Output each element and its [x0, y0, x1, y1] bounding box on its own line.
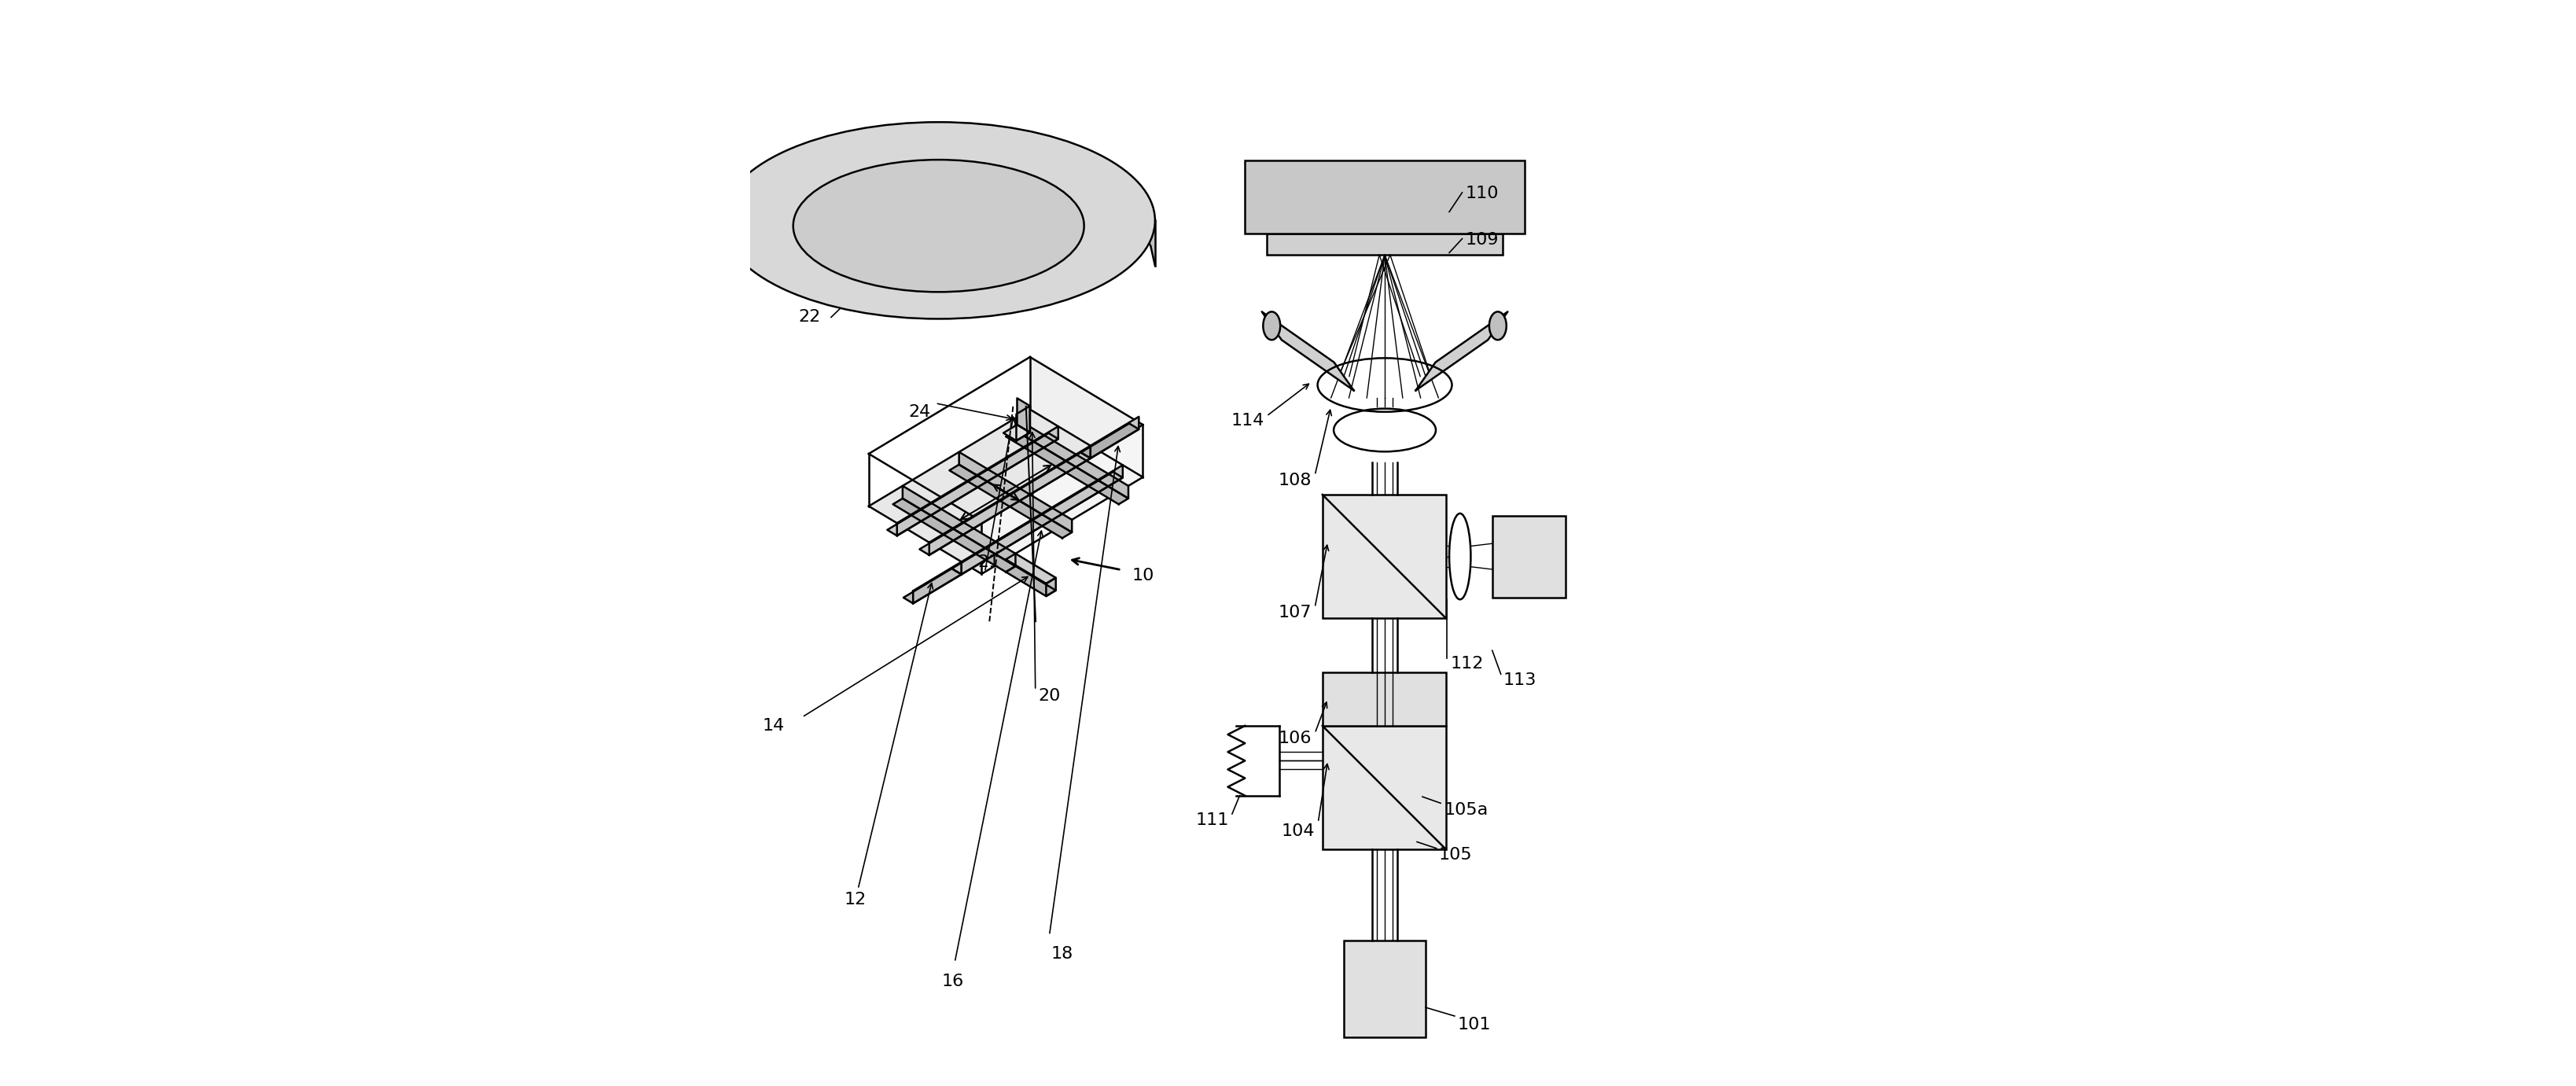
Text: 110: 110: [1466, 186, 1499, 202]
Polygon shape: [868, 409, 1144, 573]
Text: 111: 111: [1195, 812, 1229, 829]
Text: 14: 14: [762, 718, 786, 734]
Polygon shape: [951, 465, 1072, 538]
Text: 22: 22: [799, 310, 819, 325]
Polygon shape: [958, 452, 1072, 532]
Text: 104: 104: [1280, 823, 1314, 839]
Text: 108: 108: [1278, 472, 1311, 489]
Polygon shape: [886, 433, 1059, 535]
Polygon shape: [1082, 424, 1139, 458]
Polygon shape: [1030, 357, 1144, 477]
Polygon shape: [896, 427, 1059, 535]
Text: 18: 18: [1051, 946, 1074, 961]
Polygon shape: [981, 425, 1144, 573]
Text: 21: 21: [979, 555, 999, 570]
Text: 24: 24: [909, 404, 930, 419]
Text: 101: 101: [1458, 1016, 1492, 1033]
Polygon shape: [1046, 578, 1056, 596]
Polygon shape: [912, 561, 961, 604]
Polygon shape: [1005, 431, 1128, 504]
Polygon shape: [920, 453, 1090, 555]
Text: 112: 112: [1450, 656, 1484, 671]
Bar: [1492, 516, 1566, 597]
Bar: [1321, 494, 1445, 618]
Polygon shape: [902, 485, 1015, 566]
Text: 12: 12: [845, 892, 866, 908]
Polygon shape: [1005, 554, 1056, 583]
Text: 109: 109: [1466, 232, 1499, 248]
Text: 16: 16: [940, 974, 963, 989]
Polygon shape: [1005, 566, 1056, 596]
Polygon shape: [1262, 312, 1355, 391]
Polygon shape: [951, 471, 1123, 574]
Bar: [1321, 725, 1445, 849]
Polygon shape: [1417, 312, 1507, 391]
Text: 105: 105: [1437, 847, 1471, 862]
Polygon shape: [1018, 406, 1030, 441]
Text: 20: 20: [1038, 687, 1061, 704]
Text: 107: 107: [1278, 605, 1311, 621]
Text: 106: 106: [1278, 731, 1311, 746]
Bar: [1267, 233, 1502, 255]
Text: 105a: 105a: [1445, 801, 1489, 818]
Polygon shape: [894, 498, 1015, 572]
Polygon shape: [1018, 399, 1030, 432]
Polygon shape: [904, 569, 961, 604]
Bar: [1321, 672, 1445, 725]
Polygon shape: [930, 445, 1090, 555]
Ellipse shape: [721, 122, 1154, 319]
Text: 114: 114: [1231, 413, 1265, 428]
Ellipse shape: [1489, 312, 1507, 340]
Ellipse shape: [793, 160, 1084, 292]
Text: 10: 10: [1131, 567, 1154, 583]
Bar: [1244, 161, 1525, 233]
Polygon shape: [1090, 417, 1139, 458]
Text: 26: 26: [920, 169, 943, 186]
Ellipse shape: [1262, 312, 1280, 340]
Polygon shape: [1015, 418, 1128, 498]
Text: 113: 113: [1502, 672, 1535, 689]
Polygon shape: [961, 465, 1123, 574]
Polygon shape: [1005, 425, 1030, 441]
Bar: [1345, 940, 1425, 1037]
